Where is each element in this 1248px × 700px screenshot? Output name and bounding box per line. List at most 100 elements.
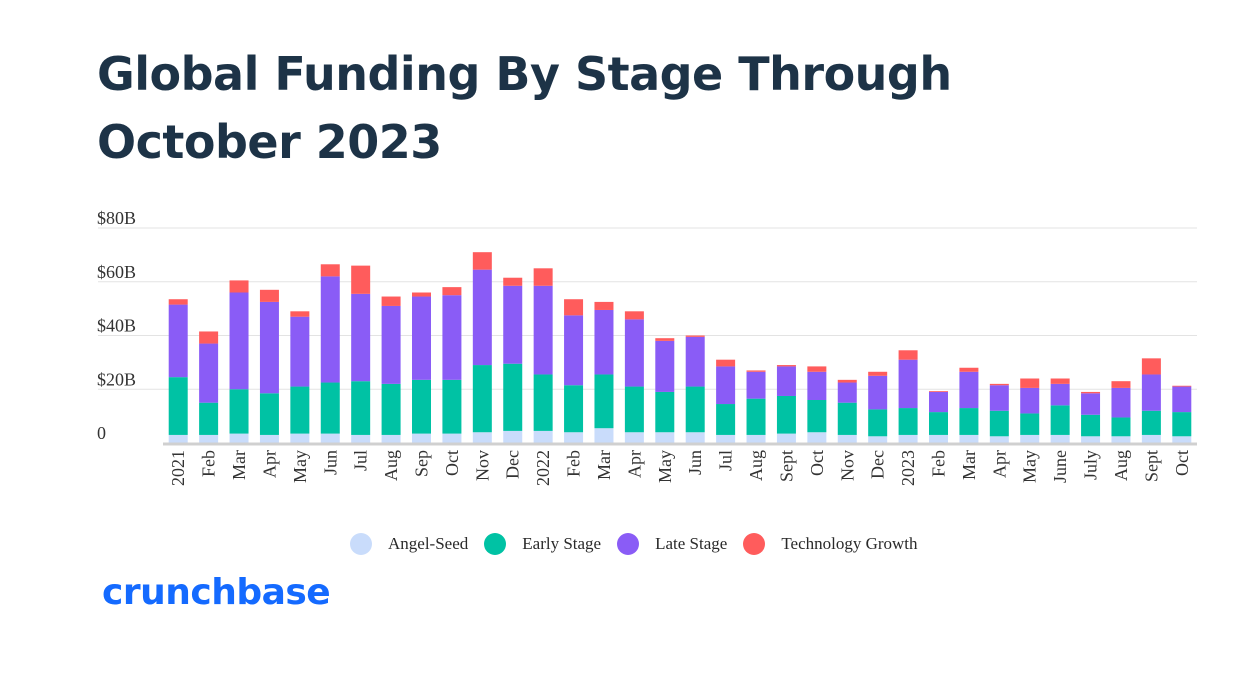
bar-segment-angel-seed [807, 432, 827, 443]
bar-segment-technology-growth [503, 277, 523, 286]
legend-swatch-early-stage [484, 533, 507, 555]
bar-segment-early-stage [290, 386, 310, 434]
bar-segment-angel-seed [351, 434, 371, 443]
bar-segment-technology-growth [685, 335, 705, 337]
bar-segment-technology-growth [412, 292, 431, 297]
bar-segment-angel-seed [259, 434, 279, 443]
bar-segment-early-stage [1172, 412, 1192, 437]
bar-segment-angel-seed [959, 434, 979, 443]
bar-segment-early-stage [959, 408, 979, 435]
x-tick-label: Nov [472, 450, 492, 481]
bar-segment-angel-seed [898, 434, 918, 443]
legend-label-late-stage: Late Stage [655, 534, 728, 553]
bar-segment-technology-growth [837, 379, 857, 383]
bar-segment-late-stage [594, 309, 614, 375]
bar-segment-early-stage [837, 402, 857, 435]
bar-segment-technology-growth [199, 331, 219, 344]
bar-segment-early-stage [564, 385, 584, 433]
bar-segment-angel-seed [442, 433, 462, 443]
bar-segment-technology-growth [1050, 378, 1070, 384]
bar-segment-technology-growth [716, 359, 736, 367]
bar-segment-technology-growth [624, 311, 644, 320]
bar-segment-technology-growth [929, 391, 948, 392]
bar-segment-late-stage [1111, 387, 1131, 418]
bar-segment-early-stage [259, 393, 279, 435]
bar-segment-early-stage [746, 398, 766, 435]
bar-segment-angel-seed [746, 434, 766, 443]
bar-segment-early-stage [442, 379, 462, 434]
x-tick-label: Aug [1111, 450, 1131, 481]
bar-segment-technology-growth [290, 311, 310, 317]
bar-segment-late-stage [259, 301, 279, 394]
bar-segment-technology-growth [168, 299, 188, 305]
legend-item-late-stage[interactable]: Late Stage [617, 533, 727, 555]
bar-segment-early-stage [655, 391, 675, 433]
bar-segment-late-stage [959, 371, 979, 409]
bar-segment-early-stage [472, 365, 492, 433]
chart-legend: Angel-Seed Early Stage Late Stage Techno… [350, 533, 934, 555]
bar-segment-angel-seed [168, 434, 188, 443]
bar-segment-technology-growth [594, 301, 614, 310]
y-tick-label: $20B [97, 369, 136, 389]
bar-segment-angel-seed [594, 428, 614, 443]
bar-segment-technology-growth [959, 367, 979, 372]
bar-segment-technology-growth [989, 383, 1009, 386]
bar-segment-technology-growth [442, 287, 462, 296]
bar-segment-late-stage [1172, 386, 1192, 413]
bar-segment-angel-seed [655, 432, 675, 443]
x-tick-label: Oct [1172, 450, 1192, 476]
bar-segment-early-stage [412, 379, 431, 434]
bar-segment-angel-seed [412, 433, 431, 443]
x-tick-label: June [1050, 450, 1070, 483]
bar-segment-late-stage [1141, 374, 1161, 411]
bar-segment-early-stage [898, 408, 918, 435]
bar-segment-angel-seed [989, 436, 1009, 443]
bar-segment-angel-seed [1141, 434, 1161, 443]
x-tick-label: Feb [929, 450, 949, 477]
legend-item-angel-seed[interactable]: Angel-Seed [350, 533, 468, 555]
bar-segment-early-stage [1111, 417, 1131, 437]
bar-segment-early-stage [320, 382, 340, 434]
legend-label-technology-growth: Technology Growth [781, 534, 918, 553]
bar-segment-late-stage [655, 340, 675, 392]
bar-segment-early-stage [381, 383, 401, 435]
bar-segment-early-stage [168, 377, 188, 435]
legend-item-early-stage[interactable]: Early Stage [484, 533, 601, 555]
bar-segment-late-stage [503, 285, 523, 364]
bar-segment-technology-growth [776, 365, 796, 367]
legend-item-technology-growth[interactable]: Technology Growth [743, 533, 918, 555]
x-tick-label: Mar [229, 450, 249, 480]
x-tick-label: Jul [351, 450, 371, 471]
bar-segment-angel-seed [564, 432, 584, 443]
bar-segment-technology-growth [351, 265, 371, 294]
bar-segment-technology-growth [807, 366, 827, 372]
bar-segment-angel-seed [1020, 434, 1040, 443]
bar-segment-late-stage [624, 319, 644, 387]
x-tick-label: Apr [624, 450, 644, 478]
bar-segment-late-stage [320, 276, 340, 383]
bar-segment-technology-growth [533, 268, 553, 286]
x-tick-label: 2022 [533, 450, 553, 486]
x-tick-label: Oct [807, 450, 827, 476]
bar-segment-angel-seed [1050, 434, 1070, 443]
x-tick-label: Feb [564, 450, 584, 477]
y-tick-label: 0 [97, 423, 106, 443]
bar-segment-angel-seed [472, 432, 492, 443]
y-tick-label: $60B [97, 262, 136, 282]
bar-segment-early-stage [1081, 414, 1101, 437]
x-tick-label: Dec [868, 450, 888, 479]
x-tick-label: Mar [959, 450, 979, 480]
bar-segment-early-stage [868, 409, 888, 437]
bar-segment-late-stage [807, 371, 827, 400]
bar-segment-late-stage [868, 375, 888, 410]
x-tick-label: Apr [989, 450, 1009, 478]
bar-segment-angel-seed [503, 430, 523, 443]
bar-segment-technology-growth [746, 370, 766, 372]
bar-segment-angel-seed [320, 433, 340, 443]
bar-segment-angel-seed [533, 430, 553, 443]
bar-segment-technology-growth [381, 296, 401, 306]
bar-segment-early-stage [229, 389, 249, 434]
bar-segment-late-stage [685, 336, 705, 387]
bar-segment-early-stage [807, 400, 827, 433]
bar-segment-angel-seed [290, 433, 310, 443]
